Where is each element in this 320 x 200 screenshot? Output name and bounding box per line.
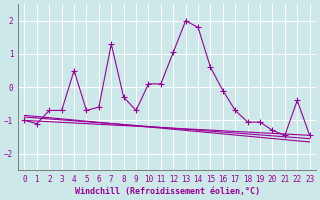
X-axis label: Windchill (Refroidissement éolien,°C): Windchill (Refroidissement éolien,°C)	[75, 187, 260, 196]
